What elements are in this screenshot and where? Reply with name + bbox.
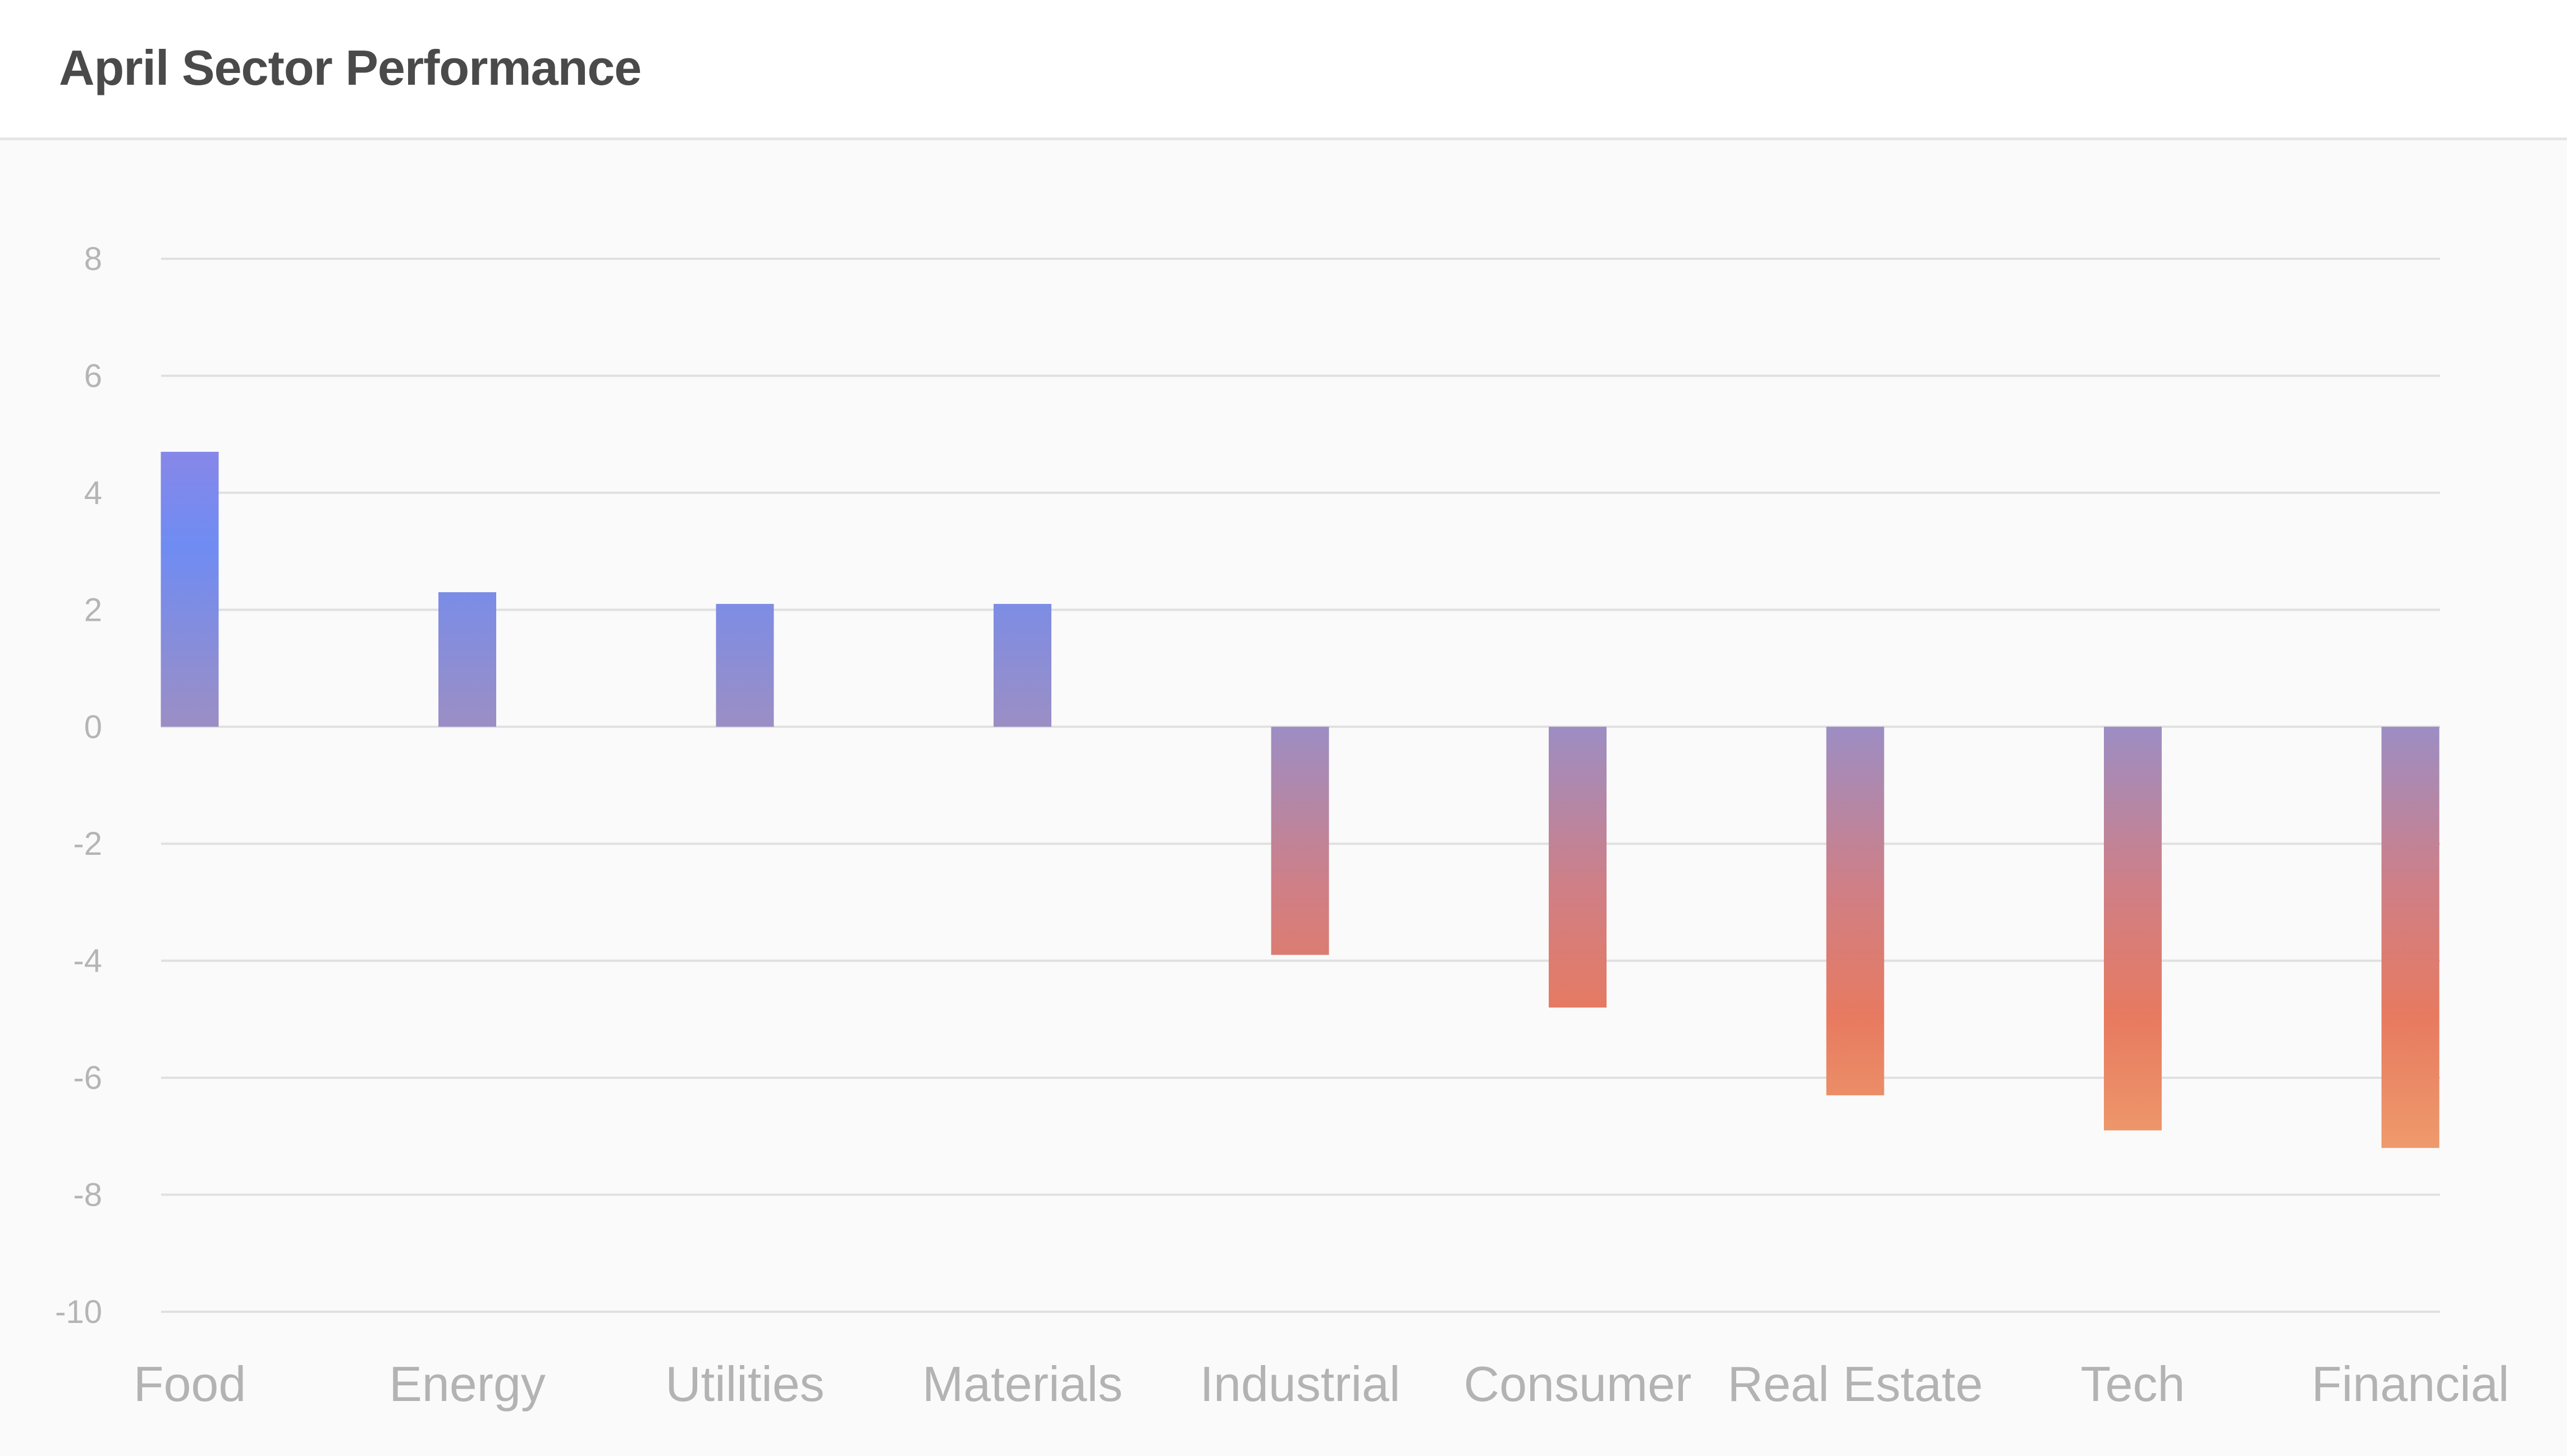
x-tick-label: Food	[134, 1356, 246, 1412]
bar-materials	[994, 603, 1051, 727]
y-tick-label: -6	[73, 1060, 102, 1096]
x-tick-label: Utilities	[665, 1356, 825, 1412]
x-tick-label: Energy	[389, 1356, 546, 1412]
x-tick-label: Industrial	[1200, 1356, 1400, 1412]
y-tick-label: -10	[55, 1294, 102, 1330]
bars	[161, 451, 2440, 1148]
chart-header: April Sector Performance	[0, 0, 2567, 140]
y-axis-ticks: 8 6 4 2 0 -2 -4 -6 -8 -10	[55, 241, 102, 1330]
y-tick-label: -8	[73, 1177, 102, 1214]
x-axis-ticks: Food Energy Utilities Materials Industrial Co…	[134, 1356, 2509, 1412]
chart-title: April Sector Performance	[59, 40, 642, 95]
y-tick-label: 0	[84, 709, 102, 745]
x-tick-label: Consumer	[1464, 1356, 1692, 1412]
bar-industrial	[1271, 726, 1329, 955]
bar-food	[161, 451, 219, 727]
y-tick-label: 2	[84, 592, 102, 628]
x-tick-label: Real Estate	[1728, 1356, 1983, 1412]
x-tick-label: Materials	[922, 1356, 1123, 1412]
x-tick-label: Financial	[2312, 1356, 2509, 1412]
y-tick-label: 8	[84, 241, 102, 277]
bar-energy	[438, 592, 496, 727]
y-tick-label: 6	[84, 358, 102, 394]
bar-tech	[2104, 726, 2162, 1130]
bar-real-estate	[1826, 726, 1884, 1096]
x-tick-label: Tech	[2081, 1356, 2185, 1412]
bar-consumer	[1549, 726, 1607, 1008]
grid-lines	[161, 258, 2440, 1313]
bar-financial	[2381, 726, 2440, 1148]
y-tick-label: 4	[84, 475, 102, 511]
bar-utilities	[716, 603, 774, 727]
y-tick-label: -2	[73, 826, 102, 862]
y-tick-label: -4	[73, 943, 102, 979]
